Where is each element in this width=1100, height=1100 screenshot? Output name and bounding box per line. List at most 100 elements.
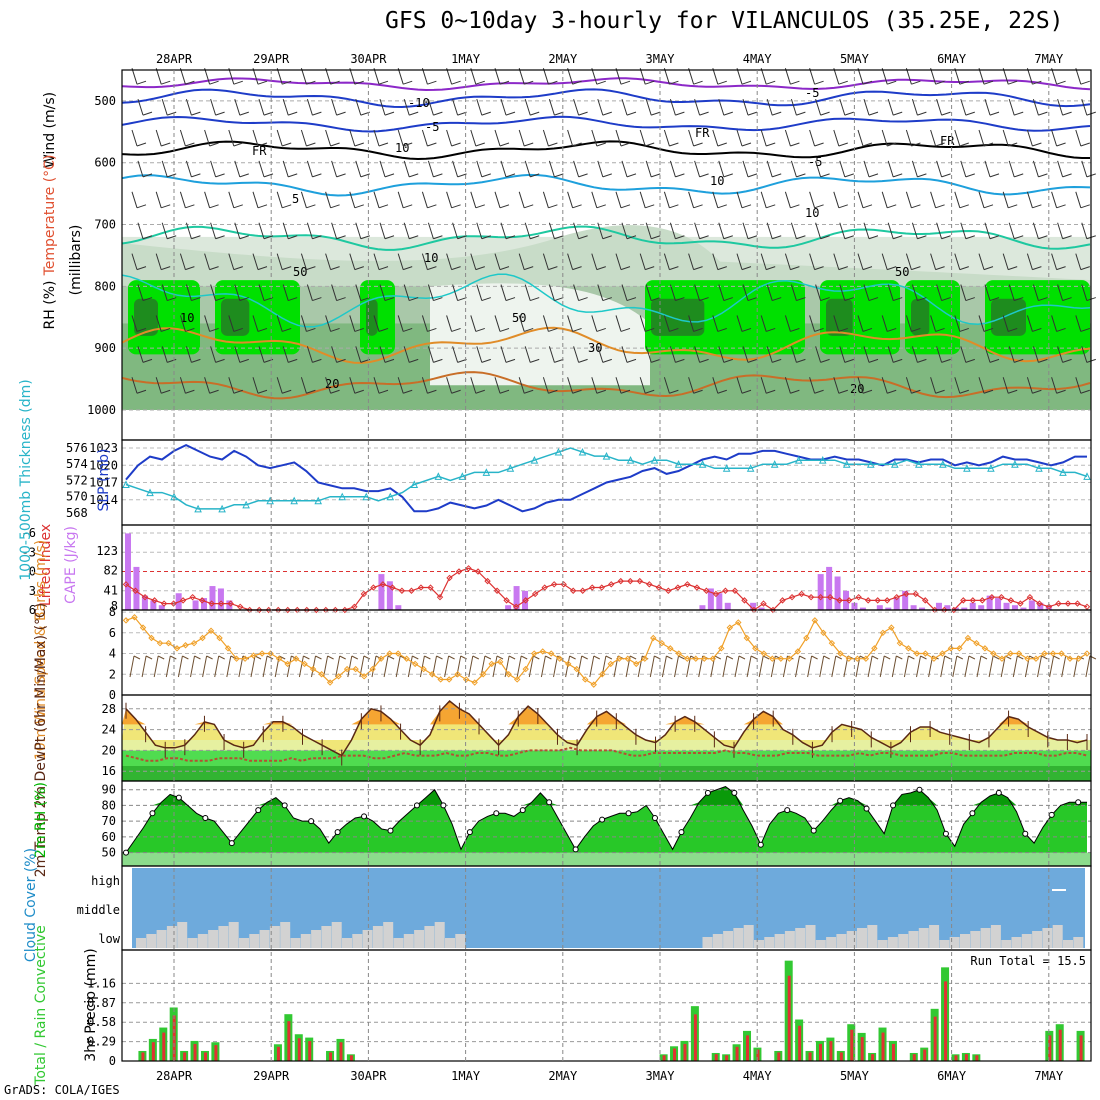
wind-barb [960,98,975,116]
lifted-index-marker [360,590,368,598]
lifted-index-marker [731,587,739,594]
wind-barb [1075,315,1090,332]
wind10-speed-marker [905,645,912,652]
wind-barb [494,129,510,147]
wind-barb [234,98,249,116]
wind10-speed-marker [692,655,700,662]
pressure-tick-label: 500 [94,94,116,108]
wind10-barb [722,655,734,678]
precip-convective-bar [954,1055,958,1061]
cape-bar [217,588,224,610]
cloud-low-bar [383,922,394,948]
wind10-speed-marker [641,655,648,662]
wind-barb [669,284,685,302]
pressure-tick-label: 700 [94,218,116,232]
wind-barb [573,284,588,302]
contour-label: 50 [512,311,526,325]
wind10-speed-marker [428,671,436,678]
wind-barb [760,315,776,332]
lifted-index-marker [703,587,710,594]
wind10-speed-marker [394,650,402,657]
wind-barb [573,346,588,363]
temp-band-below17 [122,766,1091,781]
wind10-barb [758,655,770,678]
lifted-index-marker [217,600,225,607]
rh-blob-95 [826,298,853,336]
precip-convective-bar [1048,1035,1052,1061]
cape-bar [893,598,900,610]
wind-barb [373,129,389,147]
thickness-tick-label: 572 [66,473,88,487]
wind10-barb [867,655,879,678]
wind-barb [1026,253,1042,271]
wind-barb [1026,315,1042,332]
cape-bar [902,590,909,610]
wind-barb [161,284,177,302]
wind-barb [518,315,534,332]
wind10-speed-marker [777,655,785,662]
date-label-bottom: 2MAY [548,1069,578,1083]
temp-contour-minus5-upper [121,88,1091,109]
precip-convective-bar [287,1021,291,1061]
rh-tick-label: 80 [102,798,116,812]
lifted-index-marker [227,600,234,607]
cloud-low-bar [857,928,867,948]
wind-barb [494,68,510,85]
wind-barb [839,222,854,240]
thickness-marker [434,472,443,480]
wind10-barb [674,655,685,678]
lifted-index-marker [389,584,396,591]
wind-barb [325,191,340,209]
wind-barb [736,377,752,394]
contour-label: 10 [424,251,438,265]
thickness-marker [650,456,659,464]
lifted-index-marker [1045,603,1053,610]
wind-barb [1008,222,1024,240]
legend-temperature: Temperature (°C) [42,155,58,277]
precip-convective-bar [881,1032,885,1061]
thickness-marker [963,464,971,472]
lifted-index-marker [417,584,425,591]
wind10-speed-marker [292,655,300,662]
lifted-index-marker [474,568,482,575]
wind10-speed-marker [1075,655,1082,662]
wind-barb [645,346,661,363]
wind-barb [355,222,370,240]
wind10-speed-marker [667,645,674,652]
cloud-low-bar [259,930,270,948]
contour-label: FR [252,144,267,158]
wind-barb [276,129,292,147]
wind-barb [252,191,268,209]
wind-barb [421,377,437,394]
wind-barb [718,346,733,363]
footer-credit: GrADS: COLA/IGES [4,1083,120,1097]
thickness-marker [890,460,899,468]
rh-fill [126,786,1087,853]
wind-barb [397,315,413,332]
lifted-index-marker [122,581,130,588]
cloud-low-bar [414,930,425,948]
wind-barb [954,68,969,85]
lifted-index-marker [712,590,720,598]
lifted-index-marker [655,584,663,591]
wind10-speed-marker [1049,650,1057,657]
cape-bar [1045,605,1052,610]
rh-marker [175,794,182,801]
wind-barb [567,315,582,332]
wind10-speed-marker [531,650,538,657]
wind-barb [784,315,800,332]
wind10-axis-label: 10m Wind Speed & Barbs (m/s) [33,540,49,760]
thickness-tick-label: 568 [66,506,88,520]
wind-barb [766,346,782,363]
wind-barb [1002,377,1018,394]
lifted-index-marker [817,593,824,601]
wind-barb [500,222,516,240]
page-title: GFS 0~10day 3-hourly for VILANCULOS (35.… [385,8,1064,34]
pressure-tick-label: 800 [94,279,116,293]
wind-barb [742,160,758,178]
wind-barb [518,377,534,394]
wind-barb [936,222,951,240]
precip-convective-bar [203,1052,207,1061]
wind-barb [452,160,467,178]
wind-barb [833,253,848,271]
